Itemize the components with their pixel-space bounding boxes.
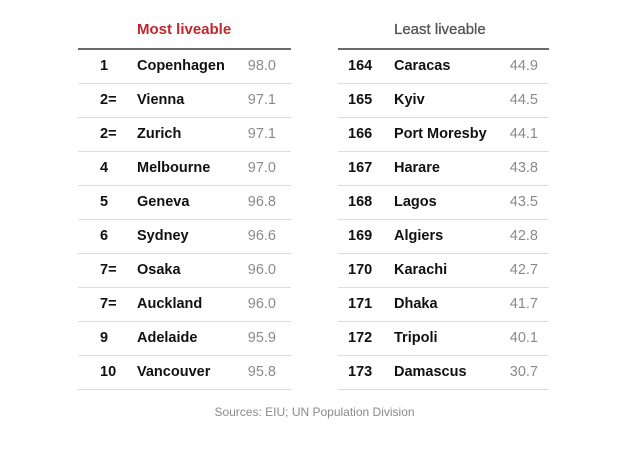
city-cell: Damascus bbox=[394, 364, 467, 380]
score-cell: 98.0 bbox=[247, 58, 276, 74]
city-cell: Geneva bbox=[137, 194, 190, 210]
score-cell: 41.7 bbox=[509, 296, 538, 312]
table-row: 7= Osaka 96.0 bbox=[78, 254, 291, 288]
rank-cell: 168 bbox=[348, 194, 373, 210]
table-row: 172 Tripoli 40.1 bbox=[338, 322, 549, 356]
rank-cell: 169 bbox=[348, 228, 373, 244]
city-cell: Dhaka bbox=[394, 296, 438, 312]
rank-cell: 4 bbox=[100, 160, 109, 176]
city-cell: Melbourne bbox=[137, 160, 211, 176]
header-rule bbox=[338, 48, 549, 50]
city-cell: Osaka bbox=[137, 262, 181, 278]
table-row: 165 Kyiv 44.5 bbox=[338, 84, 549, 118]
table-row: 169 Algiers 42.8 bbox=[338, 220, 549, 254]
rank-cell: 10 bbox=[100, 364, 117, 380]
table-row: 164 Caracas 44.9 bbox=[338, 50, 549, 84]
rank-cell: 164 bbox=[348, 58, 373, 74]
rank-cell: 165 bbox=[348, 92, 373, 108]
city-cell: Harare bbox=[394, 160, 440, 176]
city-cell: Adelaide bbox=[137, 330, 198, 346]
table-row: 1 Copenhagen 98.0 bbox=[78, 50, 291, 84]
table-row: 171 Dhaka 41.7 bbox=[338, 288, 549, 322]
table-row: 2= Vienna 97.1 bbox=[78, 84, 291, 118]
most-liveable-table: Most liveable 1 Copenhagen 98.0 2= Vienna 97.… bbox=[78, 18, 291, 390]
city-cell: Kyiv bbox=[394, 92, 425, 108]
score-cell: 96.0 bbox=[247, 296, 276, 312]
score-cell: 42.7 bbox=[509, 262, 538, 278]
rank-cell: 2= bbox=[100, 126, 117, 142]
city-cell: Algiers bbox=[394, 228, 444, 244]
city-cell: Zurich bbox=[137, 126, 182, 142]
rank-cell: 1 bbox=[100, 58, 109, 74]
header-rule bbox=[78, 48, 291, 50]
rank-cell: 172 bbox=[348, 330, 373, 346]
rank-cell: 7= bbox=[100, 262, 117, 278]
rank-cell: 173 bbox=[348, 364, 373, 380]
table-title: Least liveable bbox=[394, 21, 486, 38]
score-cell: 95.9 bbox=[247, 330, 276, 346]
score-cell: 42.8 bbox=[509, 228, 538, 244]
rank-cell: 7= bbox=[100, 296, 117, 312]
score-cell: 97.1 bbox=[247, 126, 276, 142]
table-row: 167 Harare 43.8 bbox=[338, 152, 549, 186]
city-cell: Caracas bbox=[394, 58, 451, 74]
source-note: Sources: EIU; UN Population Division bbox=[214, 405, 415, 419]
score-cell: 97.1 bbox=[247, 92, 276, 108]
city-cell: Tripoli bbox=[394, 330, 438, 346]
rank-cell: 171 bbox=[348, 296, 373, 312]
score-cell: 40.1 bbox=[509, 330, 538, 346]
score-cell: 43.5 bbox=[509, 194, 538, 210]
table-row: 6 Sydney 96.6 bbox=[78, 220, 291, 254]
city-cell: Vancouver bbox=[137, 364, 211, 380]
rank-cell: 166 bbox=[348, 126, 373, 142]
city-cell: Auckland bbox=[137, 296, 203, 312]
score-cell: 44.5 bbox=[509, 92, 538, 108]
table-row: 170 Karachi 42.7 bbox=[338, 254, 549, 288]
score-cell: 44.1 bbox=[509, 126, 538, 142]
score-cell: 95.8 bbox=[247, 364, 276, 380]
city-cell: Port Moresby bbox=[394, 126, 487, 142]
score-cell: 44.9 bbox=[509, 58, 538, 74]
table-row: 10 Vancouver 95.8 bbox=[78, 356, 291, 390]
table-row: 9 Adelaide 95.9 bbox=[78, 322, 291, 356]
rank-cell: 170 bbox=[348, 262, 373, 278]
city-cell: Karachi bbox=[394, 262, 448, 278]
table-row: 2= Zurich 97.1 bbox=[78, 118, 291, 152]
score-cell: 96.8 bbox=[247, 194, 276, 210]
score-cell: 43.8 bbox=[509, 160, 538, 176]
rank-cell: 2= bbox=[100, 92, 117, 108]
rank-cell: 167 bbox=[348, 160, 373, 176]
table-row: 173 Damascus 30.7 bbox=[338, 356, 549, 390]
table-row: 5 Geneva 96.8 bbox=[78, 186, 291, 220]
score-cell: 30.7 bbox=[509, 364, 538, 380]
city-cell: Vienna bbox=[137, 92, 185, 108]
rank-cell: 6 bbox=[100, 228, 109, 244]
table-row: 4 Melbourne 97.0 bbox=[78, 152, 291, 186]
score-cell: 96.6 bbox=[247, 228, 276, 244]
table-row: 7= Auckland 96.0 bbox=[78, 288, 291, 322]
least-liveable-table: Least liveable 164 Caracas 44.9 165 Kyiv 44.5… bbox=[338, 18, 549, 390]
city-cell: Lagos bbox=[394, 194, 437, 210]
table-row: 166 Port Moresby 44.1 bbox=[338, 118, 549, 152]
city-cell: Sydney bbox=[137, 228, 189, 244]
table-title: Most liveable bbox=[137, 21, 232, 38]
score-cell: 96.0 bbox=[247, 262, 276, 278]
rank-cell: 9 bbox=[100, 330, 109, 346]
city-cell: Copenhagen bbox=[137, 58, 225, 74]
rank-cell: 5 bbox=[100, 194, 109, 210]
score-cell: 97.0 bbox=[247, 160, 276, 176]
table-row: 168 Lagos 43.5 bbox=[338, 186, 549, 220]
